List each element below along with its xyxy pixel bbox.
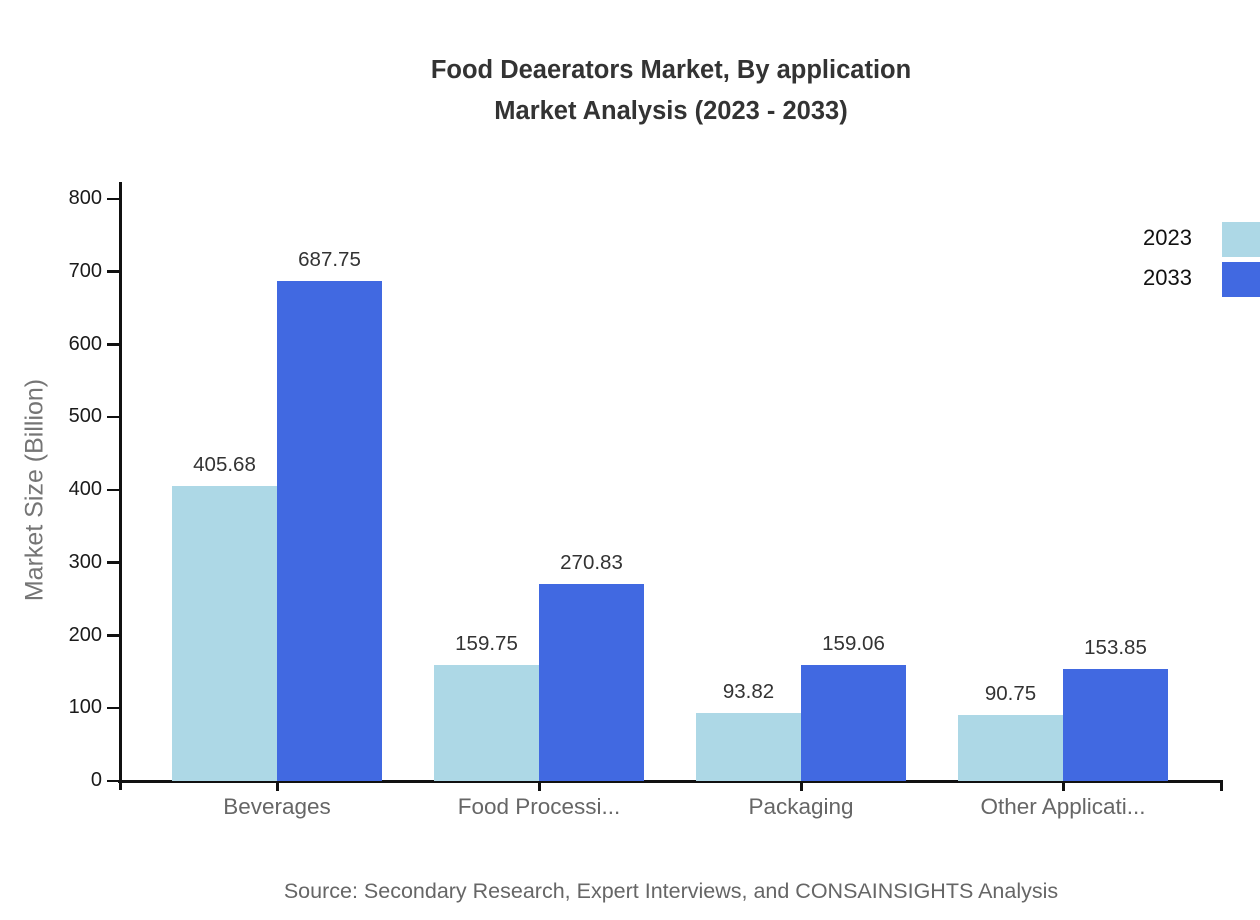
y-tick-mark [107,779,120,782]
bar-value-label: 159.75 [455,631,518,655]
y-tick-mark [107,561,120,564]
y-tick-label: 400 [68,478,102,500]
x-category-label: Packaging [748,794,854,819]
chart-title-line2: Market Analysis (2023 - 2033) [494,97,848,125]
x-axis-line [118,780,1223,783]
x-tick-mark [276,781,279,791]
source-note: Source: Secondary Research, Expert Inter… [283,879,1059,903]
chart-title: Food Deaerators Market, By application M… [120,50,1222,132]
y-tick-label: 100 [68,696,102,719]
y-tick-label: 700 [68,259,102,282]
bar-value-label: 90.75 [984,681,1037,705]
x-axis-end-tick [1220,781,1223,791]
y-tick-mark [107,706,120,710]
bar-value-label: 687.75 [298,247,361,271]
y-tick-mark [107,343,120,346]
bar-value-label: 159.06 [822,632,885,656]
y-tick-mark [107,634,120,637]
legend-label-2023: 2023 [1143,225,1192,250]
bar-2023-other-applicati [958,714,1063,781]
y-tick-mark [107,270,120,273]
y-tick-label: 600 [68,332,102,355]
y-tick-label: 500 [68,405,102,428]
x-tick-mark [538,781,541,791]
bar-2033-packaging [801,665,906,781]
x-tick-mark [1062,781,1065,791]
y-tick-mark [107,197,120,200]
y-tick-mark [107,488,120,491]
bar-2033-other-applicati [1063,669,1168,781]
bar-value-label: 153.85 [1084,636,1147,660]
bar-value-label: 270.83 [560,550,623,574]
y-tick-label: 200 [68,623,102,646]
y-tick-label: 800 [68,187,102,209]
bar-2033-food-processi [539,583,644,781]
x-category-label: Food Processi... [457,794,621,819]
bar-2023-packaging [696,712,801,781]
bar-value-label: 405.68 [193,452,256,476]
legend-swatch-2033 [1222,262,1260,297]
x-category-label: Other Applicati... [980,794,1146,819]
y-tick-label: 300 [68,550,102,573]
y-axis-line [119,182,122,790]
y-tick-mark [107,415,120,419]
bar-2033-beverages [277,280,382,781]
bar-2023-food-processi [434,664,539,781]
bar-2023-beverages [172,485,277,781]
legend-swatch-2023 [1222,222,1260,257]
bar-value-label: 93.82 [722,679,775,703]
legend-label-2033: 2033 [1143,265,1192,290]
y-tick-label: 0 [90,769,102,791]
x-tick-mark [800,781,803,791]
chart-title-line1: Food Deaerators Market, By application [430,56,912,84]
x-category-label: Beverages [223,794,331,819]
